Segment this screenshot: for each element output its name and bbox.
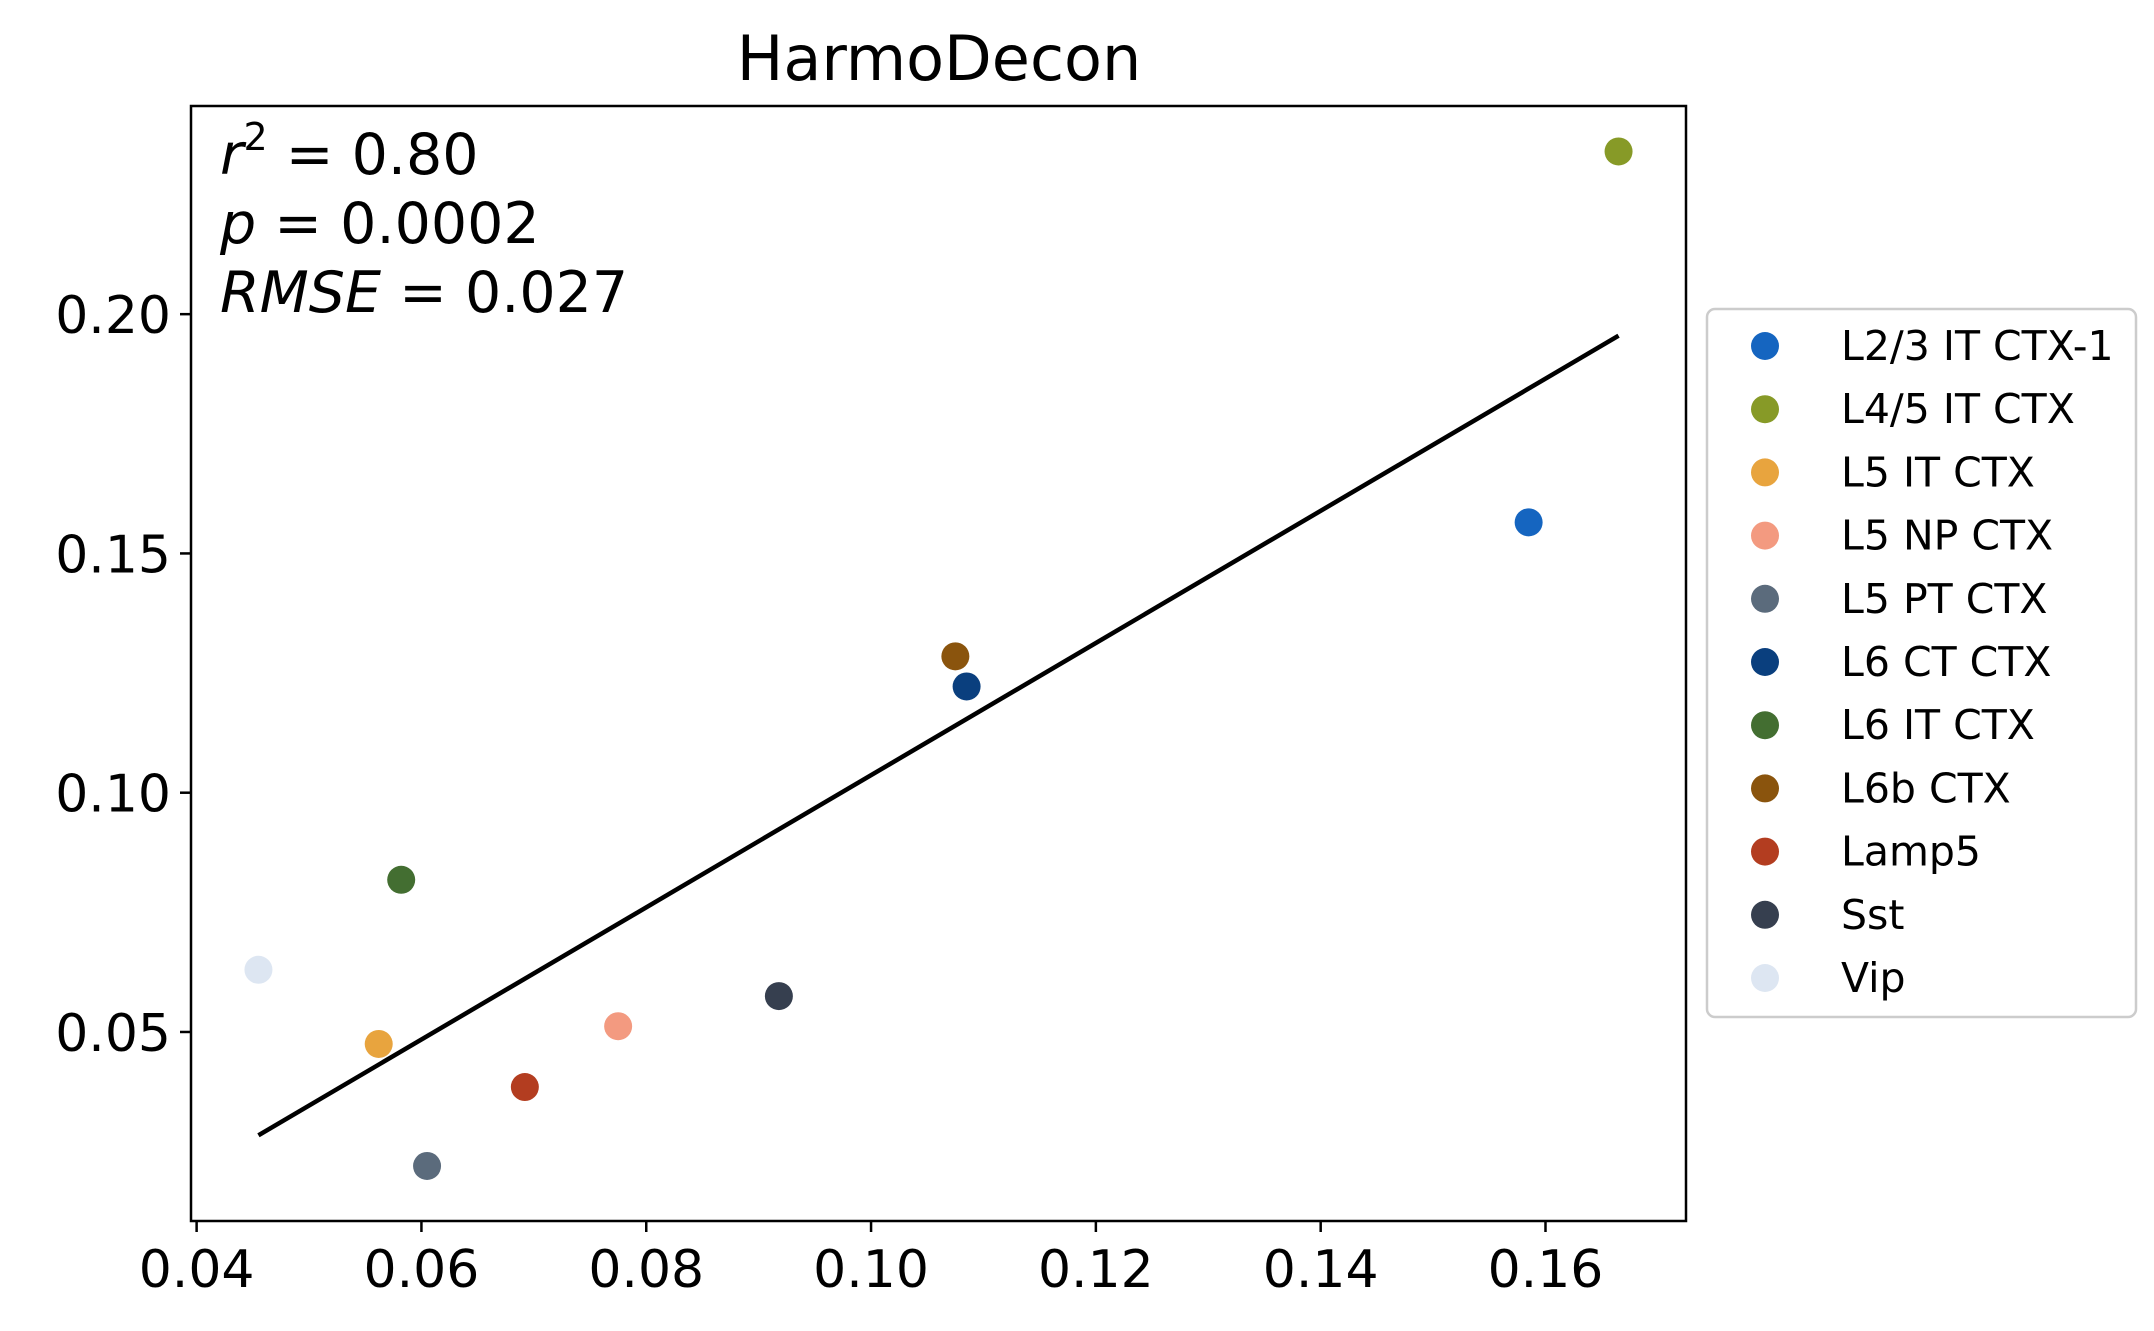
data-point <box>604 1012 633 1041</box>
data-points <box>244 137 1633 1180</box>
legend-marker <box>1751 395 1779 424</box>
regression-line <box>257 333 1620 1138</box>
legend-box <box>1705 307 2138 1019</box>
y-tick-label: 0.05 <box>55 1004 171 1064</box>
y-tick-label: 0.15 <box>55 525 171 585</box>
plot-frame <box>189 104 1688 1223</box>
x-tick-label: 0.14 <box>1263 1240 1379 1300</box>
x-tick-label: 0.06 <box>364 1240 480 1300</box>
fit-line-group <box>257 333 1620 1138</box>
x-tick-label: 0.10 <box>813 1240 929 1300</box>
r2-superscript: 2 <box>243 115 267 159</box>
x-tick-label: 0.16 <box>1488 1240 1604 1300</box>
data-point <box>1514 508 1543 537</box>
data-point <box>387 865 416 894</box>
data-point <box>364 1029 393 1058</box>
chart-title: HarmoDecon <box>737 22 1142 95</box>
rmse-value: = 0.027 <box>381 260 628 326</box>
legend-label: L5 NP CTX <box>1841 512 2053 560</box>
legend-marker <box>1751 964 1779 992</box>
data-point <box>764 982 793 1011</box>
legend-label: L6b CTX <box>1841 764 2011 812</box>
axes: 0.04 0.06 0.08 0.10 0.12 0.14 0.16 0.05 0.10 0.15… <box>55 104 1688 1300</box>
data-point <box>510 1073 539 1102</box>
legend-marker <box>1751 900 1779 929</box>
r2-symbol: r <box>220 122 247 188</box>
data-point <box>941 642 970 671</box>
legend-marker <box>1751 711 1779 740</box>
legend-label: L5 IT CTX <box>1841 448 2035 496</box>
r2-annotation: r2 = 0.80 <box>220 115 479 188</box>
x-tick-label: 0.12 <box>1038 1240 1154 1300</box>
legend-label: L2/3 IT CTX-1 <box>1841 322 2114 370</box>
data-point <box>244 955 273 984</box>
stats-annotation: r2 = 0.80 p = 0.0002 RMSE = 0.027 <box>219 115 628 326</box>
y-tick-label: 0.10 <box>55 765 171 825</box>
x-tick-label: 0.04 <box>139 1240 255 1300</box>
legend: L2/3 IT CTX-1 L4/5 IT CTX L5 IT CTX L5 NP C… <box>1705 307 2138 1019</box>
r2-value: = 0.80 <box>268 122 479 188</box>
y-tick-label: 0.20 <box>55 286 171 346</box>
legend-label: L4/5 IT CTX <box>1841 385 2075 433</box>
legend-label: L6 IT CTX <box>1841 701 2035 749</box>
legend-label: L6 CT CTX <box>1841 638 2051 686</box>
rmse-symbol: RMSE <box>220 260 381 326</box>
p-symbol: p <box>219 191 256 257</box>
legend-marker <box>1751 521 1779 550</box>
legend-marker <box>1751 458 1779 487</box>
legend-label: Vip <box>1841 954 1906 1002</box>
p-annotation: p = 0.0002 <box>219 191 540 257</box>
legend-marker <box>1751 648 1779 676</box>
legend-label: L5 PT CTX <box>1841 575 2048 623</box>
legend-label: Sst <box>1841 891 1904 939</box>
p-value: = 0.0002 <box>256 191 539 257</box>
data-point <box>413 1151 442 1180</box>
data-point <box>1604 137 1633 166</box>
data-point <box>952 672 981 701</box>
rmse-annotation: RMSE = 0.027 <box>220 260 628 326</box>
x-tick-label: 0.08 <box>588 1240 704 1300</box>
legend-marker <box>1751 332 1779 360</box>
legend-marker <box>1751 584 1779 613</box>
legend-marker <box>1751 837 1779 866</box>
legend-marker <box>1751 774 1779 803</box>
legend-label: Lamp5 <box>1841 828 1981 876</box>
legend-items: L2/3 IT CTX-1 L4/5 IT CTX L5 IT CTX L5 NP C… <box>1751 322 2114 1002</box>
